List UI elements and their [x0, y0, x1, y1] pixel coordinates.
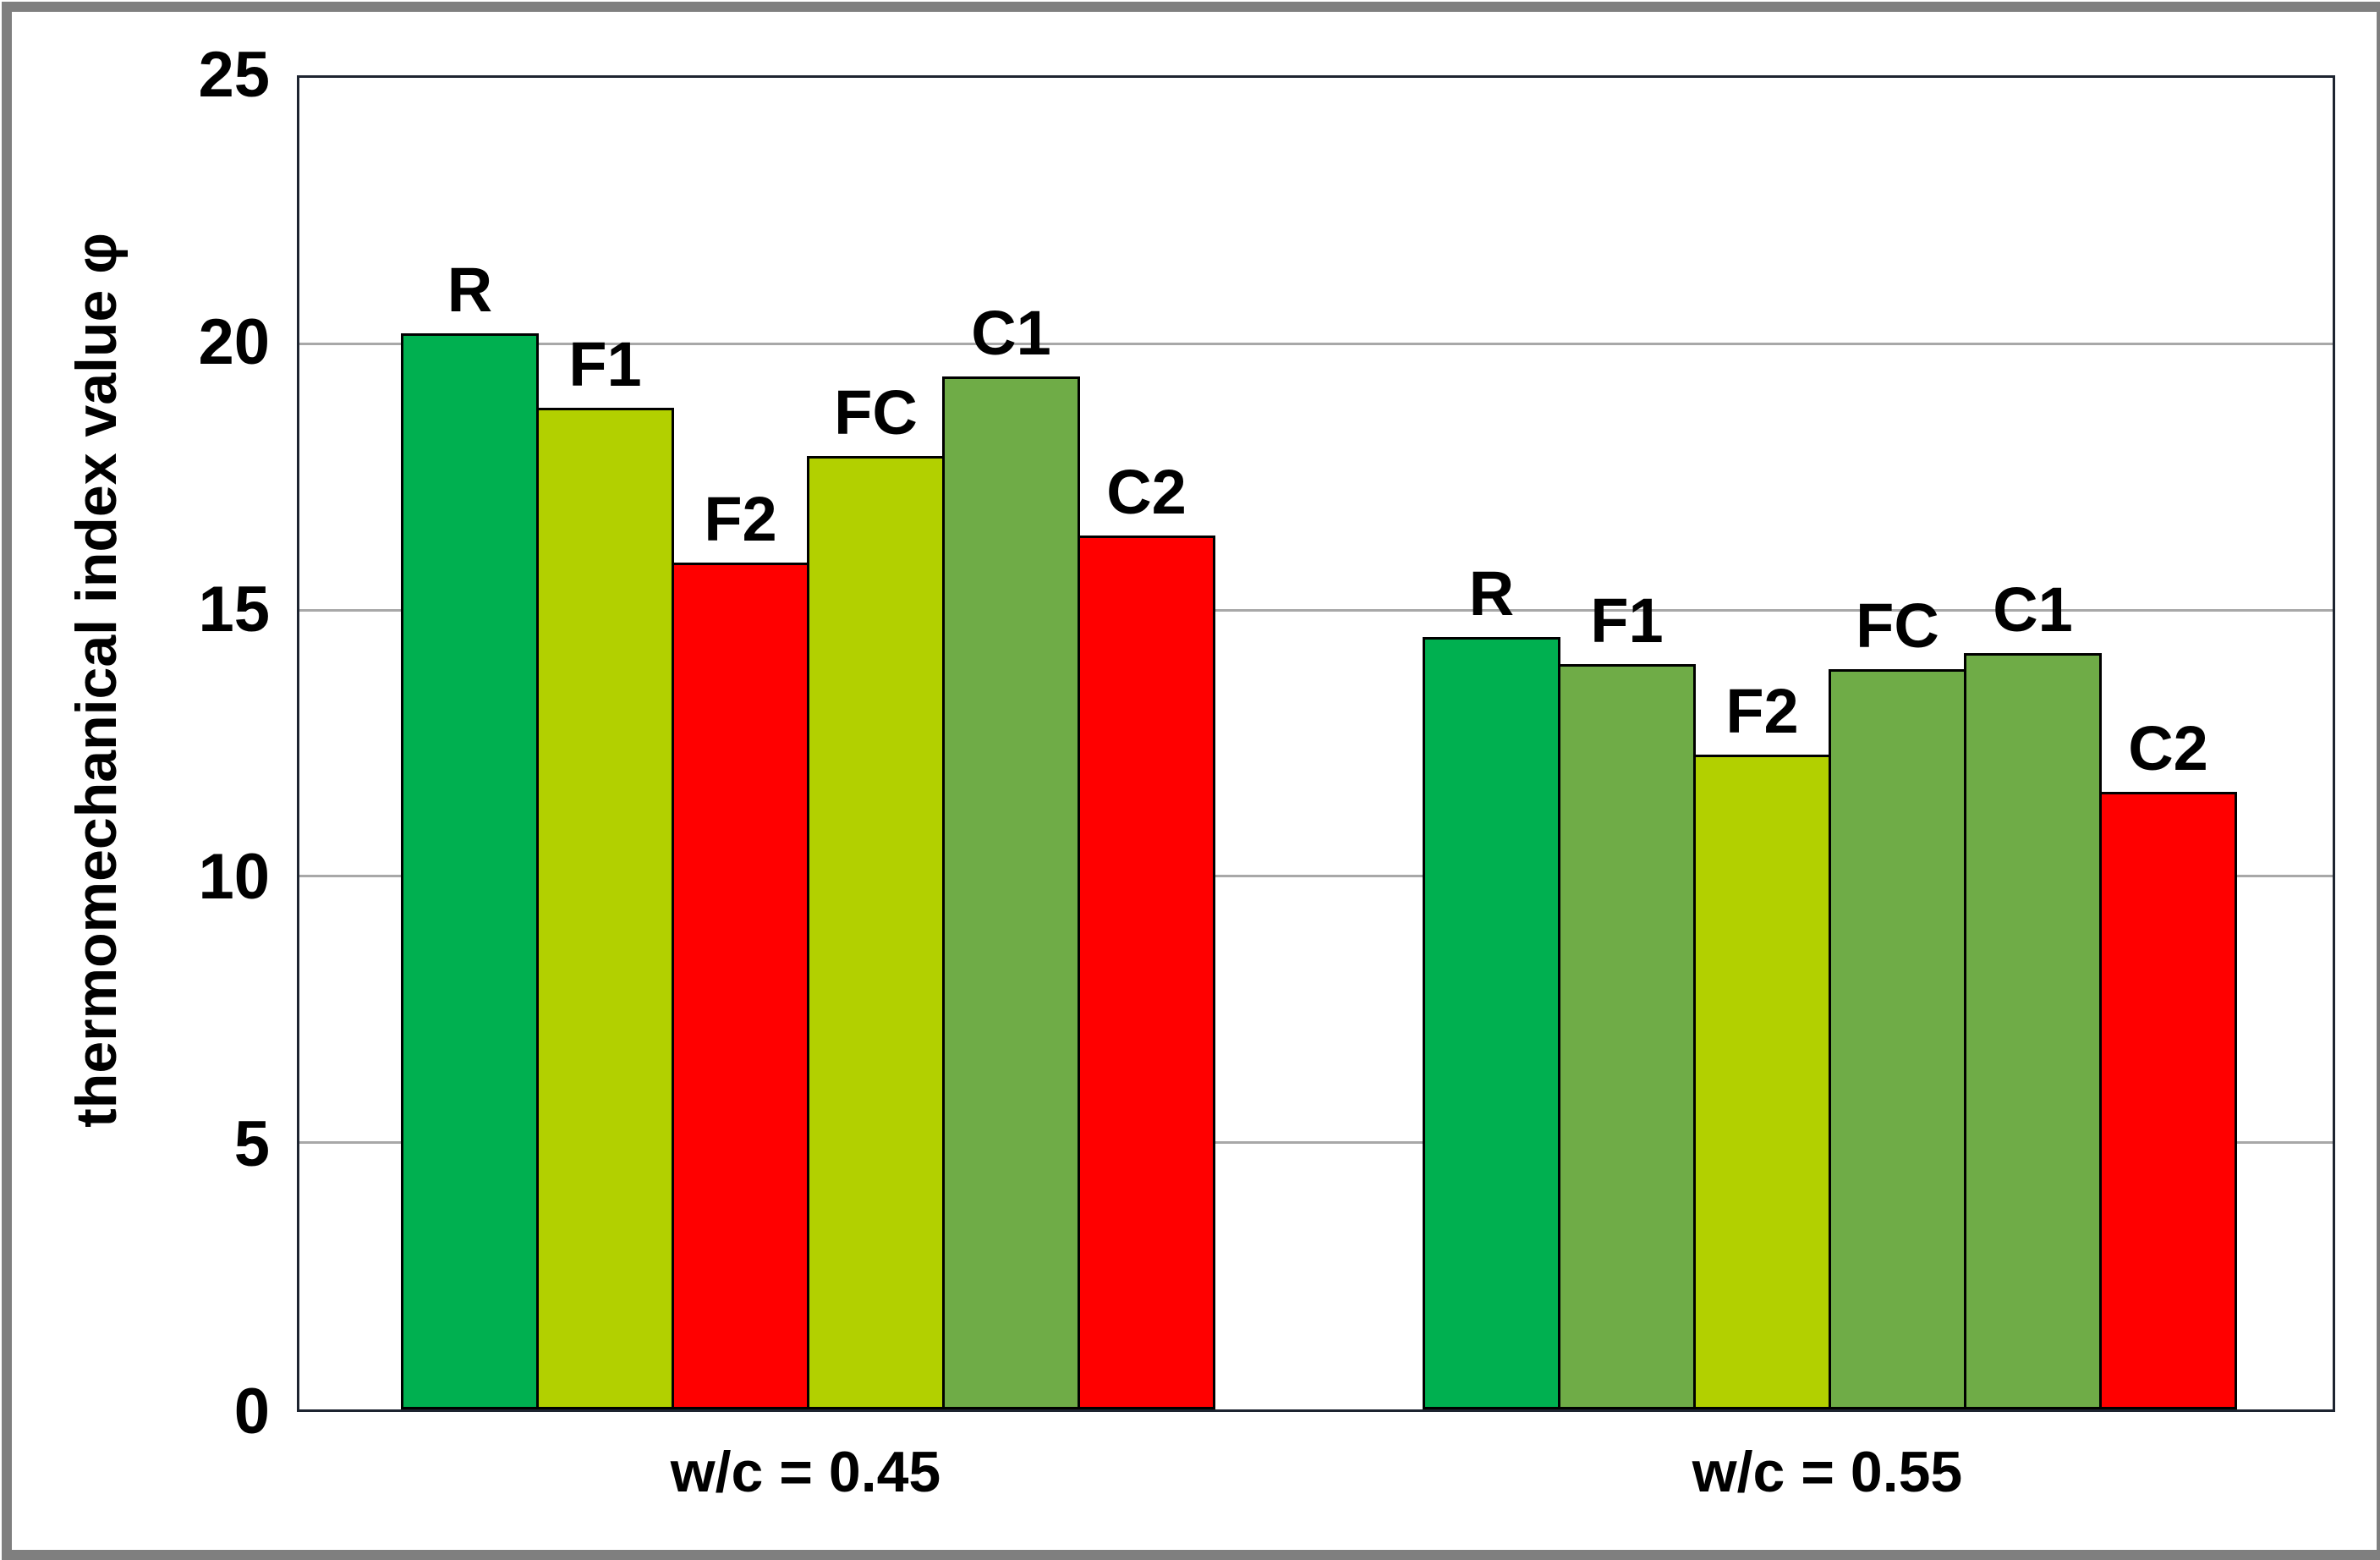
- bar-label-C1-group1: C1: [971, 297, 1051, 368]
- bar-label-F2-group1: F2: [704, 483, 777, 554]
- bar-label-R-group2: R: [1468, 558, 1515, 629]
- y-tick-label-5: 5: [233, 1108, 270, 1180]
- bar-R-group1: [401, 333, 539, 1409]
- bar-F2-group1: [672, 562, 809, 1409]
- bar-label-FC-group1: FC: [834, 377, 918, 448]
- gridline-15: [299, 608, 2333, 612]
- y-tick-label-10: 10: [198, 841, 270, 913]
- bars-layer: R F1 F2 FC C1 C2 R F1 F2 FC C1 C2: [299, 78, 2333, 1409]
- bar-label-C2-group2: C2: [2128, 712, 2208, 783]
- y-tick-label-0: 0: [233, 1376, 270, 1447]
- bar-label-F2-group2: F2: [1725, 675, 1799, 746]
- bar-label-F1-group1: F1: [568, 329, 642, 400]
- gridline-20: [299, 342, 2333, 345]
- bar-label-F1-group2: F1: [1590, 585, 1664, 656]
- bar-C1-group1: [942, 376, 1080, 1409]
- plot-area: R F1 F2 FC C1 C2 R F1 F2 FC C1 C2: [297, 75, 2335, 1412]
- bar-F2-group2: [1693, 754, 1831, 1409]
- y-tick-label-25: 25: [198, 39, 270, 111]
- bar-R-group2: [1423, 637, 1560, 1409]
- bar-label-R-group1: R: [447, 255, 493, 326]
- x-group-label-1: w/c = 0.45: [670, 1440, 941, 1504]
- bar-C1-group2: [1964, 652, 2102, 1409]
- x-group-label-2: w/c = 0.55: [1692, 1440, 1963, 1504]
- bar-C2-group2: [2099, 791, 2237, 1409]
- gridline-10: [299, 875, 2333, 878]
- bar-FC-group2: [1829, 668, 1966, 1409]
- bar-F1-group2: [1558, 663, 1696, 1409]
- bar-FC-group1: [807, 456, 945, 1409]
- y-tick-label-20: 20: [198, 306, 270, 378]
- y-tick-label-15: 15: [198, 574, 270, 645]
- bar-label-C2-group1: C2: [1106, 457, 1187, 528]
- bar-label-FC-group2: FC: [1856, 590, 1939, 661]
- bar-label-C1-group2: C1: [1993, 574, 2073, 645]
- bar-C2-group1: [1078, 536, 1215, 1409]
- gridline-5: [299, 1141, 2333, 1145]
- bar-F1-group1: [536, 408, 674, 1409]
